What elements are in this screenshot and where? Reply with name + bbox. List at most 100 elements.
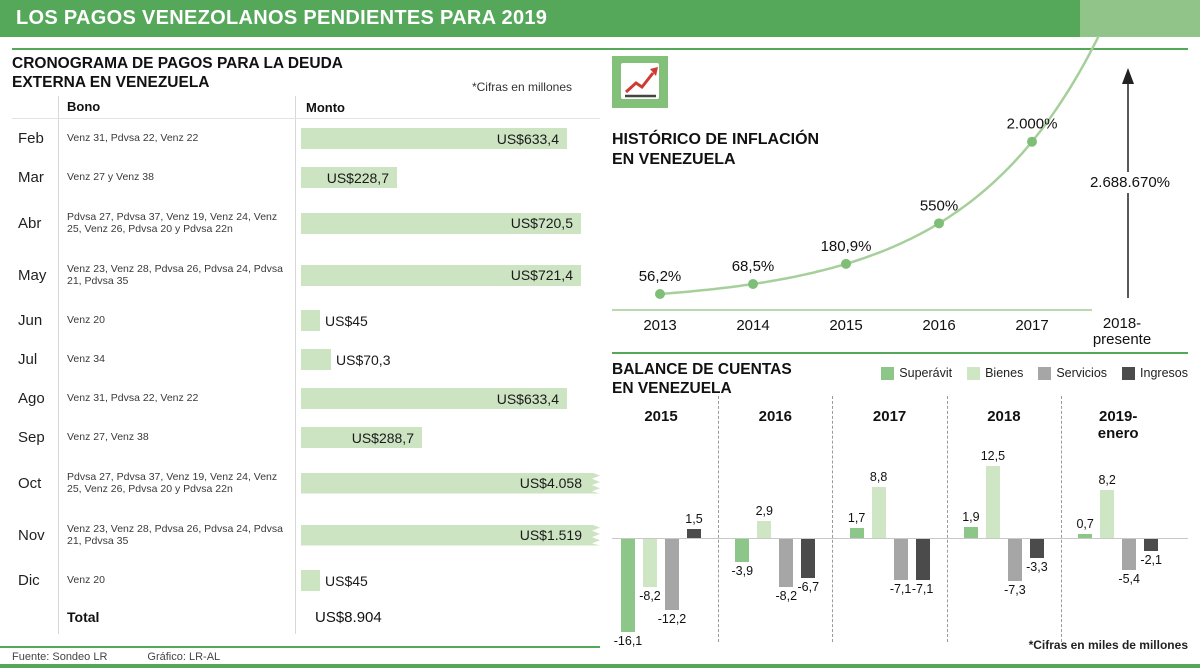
page-title: LOS PAGOS VENEZOLANOS PENDIENTES PARA 20…: [16, 7, 548, 29]
balance-value-label: -8,2: [639, 588, 661, 603]
header-bar: LOS PAGOS VENEZOLANOS PENDIENTES PARA 20…: [0, 0, 1200, 37]
balance-value-label: 1,7: [847, 511, 866, 526]
inflation-offscale-value: 2.688.670%: [1080, 172, 1180, 193]
payment-row: Jun Venz 20 US$45: [12, 301, 600, 340]
total-label: Total: [58, 600, 295, 634]
header-accent-block: [1080, 0, 1200, 37]
point-label: 550%: [920, 197, 958, 214]
year-label: 2019- enero: [1097, 408, 1139, 442]
amount-cell: US$633,4: [295, 379, 600, 418]
amount-value: US$720,5: [510, 215, 573, 231]
data-point: [748, 279, 758, 290]
balance-bar-bienes: [985, 465, 1000, 538]
month-label: Dic: [18, 572, 40, 589]
amount-cell: US$720,5: [295, 197, 600, 249]
source-note: Fuente: Sondeo LR: [12, 651, 108, 663]
month-label: Mar: [18, 169, 44, 186]
payment-row: Feb Venz 31, Pdvsa 22, Venz 22 US$633,4: [12, 119, 600, 158]
balance-bar-superavit: [1078, 533, 1093, 539]
payment-row: Ago Venz 31, Pdvsa 22, Venz 22 US$633,4: [12, 379, 600, 418]
legend-item: Ingresos: [1122, 366, 1188, 380]
inflation-title-line1: HISTÓRICO DE INFLACIÓN: [612, 131, 820, 148]
amount-cell: US$45: [295, 301, 600, 340]
balance-bar-superavit: [735, 539, 750, 562]
balance-bar-superavit: [849, 528, 864, 539]
group-divider: [832, 396, 834, 642]
balance-bar-servicios: [893, 539, 908, 581]
x-axis-label: 2016: [922, 317, 955, 334]
balance-value-label: 2,9: [755, 504, 773, 519]
x-axis-label: 2015: [829, 317, 862, 334]
payments-table: Feb Venz 31, Pdvsa 22, Venz 22 US$633,4 Mar…: [12, 119, 600, 600]
month-label: Jul: [18, 351, 38, 368]
bond-list: Venz 23, Venz 28, Pdvsa 26, Pdvsa 24, Pd…: [58, 249, 295, 301]
point-label: 2.000%: [1007, 116, 1058, 133]
balance-value-label: -7,3: [1004, 583, 1026, 598]
month-column-spacer: [12, 96, 58, 118]
amount-bar: [301, 349, 331, 370]
column-header-bono: Bono: [58, 96, 295, 118]
balance-bar-bienes: [757, 521, 772, 538]
balance-bar-ingresos: [687, 529, 701, 538]
month-label: Feb: [18, 130, 44, 147]
balance-bar-superavit: [963, 526, 978, 538]
payment-row: Mar Venz 27 y Venz 38 US$228,7: [12, 158, 600, 197]
total-amount: US$8.904: [295, 600, 600, 634]
balance-value-label: -3,9: [731, 563, 754, 578]
bond-list: Venz 20: [58, 301, 295, 340]
amount-value: US$721,4: [510, 267, 573, 283]
balance-bar-bienes: [871, 486, 886, 538]
point-label: 68,5%: [732, 258, 775, 275]
balance-bar-ingresos: [1144, 539, 1159, 552]
x-axis-label: 2018-: [1103, 315, 1141, 332]
amount-cell: US$45: [295, 561, 600, 600]
balance-bar-ingresos: [915, 539, 930, 581]
legend-item: Servicios: [1038, 366, 1107, 380]
balance-value-label: -3,3: [1026, 560, 1048, 575]
payments-panel: CRONOGRAMA DE PAGOS PARA LA DEUDA EXTERN…: [12, 54, 600, 634]
amount-value: US$45: [325, 572, 368, 589]
month-column-spacer: [12, 600, 58, 634]
month-label: Abr: [18, 214, 42, 232]
balance-value-label: -2,1: [1140, 553, 1162, 568]
payment-row: Dic Venz 20 US$45: [12, 561, 600, 600]
payments-title-line1: CRONOGRAMA DE PAGOS PARA LA DEUDA: [12, 55, 343, 72]
amount-value: US$1.519: [519, 527, 582, 543]
payment-row: Jul Venz 34 US$70,3: [12, 340, 600, 379]
year-label: 2018: [987, 408, 1021, 425]
column-header-monto: Monto: [295, 96, 600, 118]
balance-bar-servicios: [779, 539, 794, 587]
balance-title-line2: EN VENEZUELA: [612, 380, 732, 397]
bond-list: Venz 27, Venz 38: [58, 418, 295, 457]
top-divider: [12, 48, 1188, 50]
bond-list: Venz 20: [58, 561, 295, 600]
balance-bar-superavit: [621, 539, 635, 633]
year-label: 2015: [644, 408, 678, 425]
month-label: Jun: [18, 312, 43, 329]
group-divider: [946, 396, 948, 642]
amount-value: US$45: [325, 312, 368, 329]
amount-value: US$633,4: [496, 130, 559, 147]
offscale-arrow-head: [1122, 68, 1134, 84]
balance-bar-servicios: [1007, 539, 1022, 582]
mid-divider: [612, 352, 1188, 354]
group-divider: [1060, 396, 1062, 642]
amount-bar: US$4.058: [301, 473, 600, 494]
amount-bar: US$721,4: [301, 264, 581, 286]
balance-bar-ingresos: [801, 539, 816, 578]
balance-value-label: -7,1: [889, 582, 912, 597]
amount-bar: US$1.519: [301, 525, 600, 546]
table-header-row: Bono Monto: [12, 96, 600, 119]
bond-list: Pdvsa 27, Pdvsa 37, Venz 19, Venz 24, Ve…: [58, 457, 295, 509]
month-label: Oct: [18, 474, 42, 492]
bottom-divider: [0, 664, 1200, 668]
balance-bar-servicios: [1122, 539, 1137, 571]
balance-value-label: 8,2: [1098, 473, 1116, 488]
amount-value: US$4.058: [519, 475, 582, 491]
payment-row: Sep Venz 27, Venz 38 US$288,7: [12, 418, 600, 457]
legend-label: Servicios: [1056, 366, 1108, 380]
amount-bar: US$228,7: [301, 167, 397, 188]
balance-value-label: -5,4: [1118, 572, 1140, 587]
amount-value: US$228,7: [326, 169, 389, 186]
